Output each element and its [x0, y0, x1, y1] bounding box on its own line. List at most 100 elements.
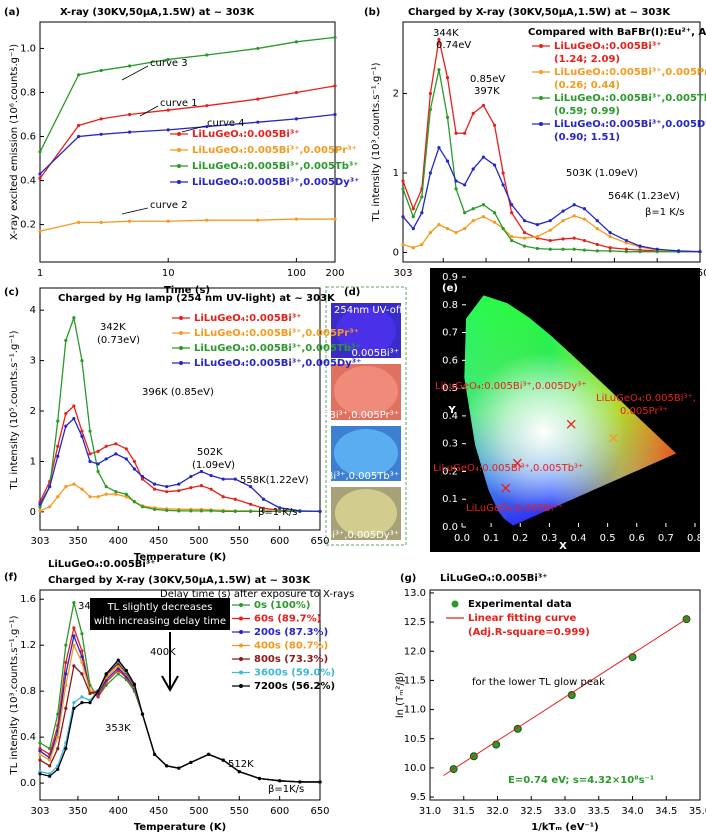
series-marker: [88, 452, 92, 456]
series-marker: [233, 477, 237, 481]
y-tick-label: 0.4: [442, 411, 458, 422]
series-marker: [522, 244, 527, 248]
series-marker: [165, 764, 169, 768]
series-marker: [72, 643, 76, 647]
x-tick-label: 31.0: [419, 806, 441, 817]
series-marker: [437, 68, 441, 72]
chart-title: LiLuGeO₄:0.005Bi³⁺: [440, 573, 548, 584]
series-marker: [80, 487, 84, 491]
legend-label: 0s (100%): [254, 600, 310, 611]
legend-marker: [239, 670, 243, 675]
y-tick-label: 0.7: [442, 328, 458, 339]
series-marker: [294, 90, 299, 95]
x-tick-label: 650: [690, 268, 706, 279]
series-marker: [209, 473, 213, 478]
annotation: curve 4: [207, 118, 245, 129]
x-tick-label: 500: [189, 806, 208, 817]
series-marker: [401, 187, 405, 191]
annotation-arrow: [121, 207, 149, 215]
series-marker: [582, 248, 587, 252]
data-point: [608, 433, 618, 443]
legend-label: 7200s (56.2%): [254, 681, 335, 692]
panel-label: (b): [364, 7, 380, 18]
panel-label: (g): [400, 573, 416, 584]
series-marker: [471, 167, 475, 171]
legend-label: 800s (73.3%): [254, 654, 328, 665]
series-marker: [333, 217, 337, 221]
series-marker: [96, 689, 100, 693]
series-marker: [205, 53, 209, 57]
annotation: 396K (0.85eV): [142, 387, 214, 398]
series-marker: [624, 247, 628, 251]
annotation: 343K: [78, 601, 104, 612]
x-axis-label: Temperature (K): [134, 552, 226, 563]
legend-label: LiLuGeO₄:0.005Bi³⁺,0.005Dy³⁺: [192, 177, 359, 188]
series-marker: [624, 250, 628, 254]
series-marker: [38, 749, 42, 753]
series-marker: [132, 682, 137, 686]
series-marker: [48, 485, 52, 489]
series-marker: [572, 214, 576, 218]
legend-marker: [177, 164, 181, 168]
y-tick-label: 0.9: [442, 272, 458, 283]
legend-label: LiLuGeO₄:0.005Bi³⁺,0.005Tb³⁺: [194, 343, 361, 354]
series-marker: [99, 132, 103, 136]
series-marker: [64, 424, 68, 428]
series-marker: [205, 124, 209, 129]
annotation: 0.85eV: [470, 74, 505, 85]
series-marker: [221, 495, 225, 499]
series-marker: [249, 502, 253, 506]
series-marker: [116, 672, 120, 676]
annotation: 503K (1.09eV): [566, 168, 638, 179]
series-marker: [437, 37, 441, 42]
y-tick-label: 11.0: [404, 705, 426, 716]
series-marker: [124, 447, 128, 451]
series-marker: [572, 203, 576, 207]
series-marker: [72, 706, 76, 710]
series-marker: [333, 84, 337, 88]
legend-marker: [179, 346, 183, 350]
series-marker: [64, 411, 68, 416]
annotation-arrow: [139, 105, 159, 117]
legend-label: 200s (87.3%): [254, 627, 328, 638]
series-marker: [233, 497, 237, 501]
series-marker: [608, 249, 612, 253]
legend-note: (1.24; 2.09): [554, 54, 620, 65]
series-marker: [249, 485, 253, 489]
series-marker: [492, 163, 497, 167]
x-tick-label: 10: [162, 268, 175, 279]
series-line: [39, 417, 321, 512]
series-marker: [104, 485, 108, 489]
series-marker: [205, 104, 209, 108]
x-tick-label: 600: [270, 536, 289, 547]
series-marker: [638, 250, 642, 254]
y-axis-label: ln (Tₘ²/β): [395, 672, 406, 718]
x-tick-label: 0.7: [658, 533, 674, 544]
y-tick-label: 0.1: [442, 494, 458, 505]
series-marker: [401, 215, 405, 219]
y-tick-label: 0.2: [20, 220, 36, 231]
series-marker: [561, 247, 565, 251]
chart-title: Charged by Hg lamp (254 nm UV-light) at …: [58, 293, 336, 304]
point-label: LiLuGeO₄:0.005Bi³⁺,: [596, 393, 696, 404]
series-marker: [76, 220, 81, 224]
series-line: [39, 643, 320, 783]
x-tick-label: 33.0: [554, 806, 576, 817]
point-label: 0.005Pr³⁺: [620, 406, 668, 417]
annotation: β=1 K/s: [645, 207, 684, 218]
series-marker: [333, 35, 337, 40]
series-marker: [561, 209, 565, 213]
legend-marker: [177, 148, 181, 152]
y-tick-label: 3: [30, 356, 36, 367]
series-marker: [411, 215, 415, 219]
legend-label: LiLuGeO₄:0.005Bi³⁺: [554, 41, 662, 52]
series-marker: [535, 223, 539, 227]
series-marker: [189, 509, 193, 513]
series-marker: [608, 230, 612, 235]
series-marker: [454, 230, 458, 235]
y-tick-label: 10.0: [404, 763, 426, 774]
series-marker: [80, 434, 84, 438]
x-tick-label: 500: [562, 268, 581, 279]
y-tick-label: 9.5: [410, 792, 426, 803]
series-marker: [249, 509, 253, 513]
